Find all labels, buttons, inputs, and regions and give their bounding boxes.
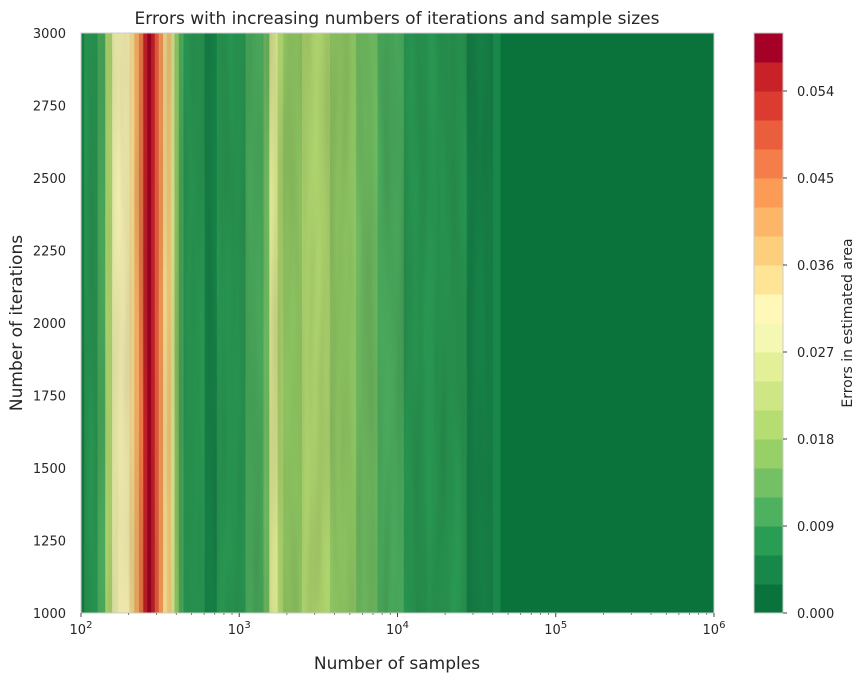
colorbar-swatch <box>754 120 783 150</box>
colorbar-tick-label: 0.054 <box>797 85 834 100</box>
x-tick-label: 102 <box>70 620 93 638</box>
colorbar-swatch <box>754 149 783 179</box>
colorbar: 0.000 0.009 0.018 0.027 0.036 0.045 0.054 <box>753 32 834 622</box>
colorbar-swatch <box>754 236 783 266</box>
x-axis: 102 103 104 105 106 <box>70 613 726 638</box>
y-axis-title: Number of iterations <box>7 235 27 411</box>
y-tick-label: 2750 <box>33 100 66 115</box>
heatmap-band <box>579 33 660 613</box>
y-tick-label: 2250 <box>33 245 66 260</box>
heatmap-band <box>478 33 489 613</box>
colorbar-swatch <box>754 178 783 208</box>
y-tick-label: 1500 <box>33 462 66 477</box>
colorbar-title: Errors in estimated area <box>840 238 856 407</box>
colorbar-swatch <box>754 497 783 527</box>
x-tick-label: 106 <box>703 620 726 638</box>
heatmap-texture <box>81 33 474 613</box>
x-tick-label: 103 <box>228 620 251 638</box>
x-tick-label: 104 <box>386 620 409 638</box>
colorbar-tick-label: 0.036 <box>797 259 834 274</box>
colorbar-swatch <box>754 294 783 324</box>
colorbar-tick-label: 0.000 <box>797 607 834 622</box>
plot-area <box>81 33 714 613</box>
colorbar-swatch <box>754 584 783 614</box>
x-tick-label: 105 <box>544 620 567 638</box>
heatmap-band <box>658 33 714 613</box>
y-axis: 1000 1250 1500 1750 2000 2250 2500 2750 3000 <box>33 27 66 622</box>
colorbar-swatch <box>754 468 783 498</box>
colorbar-swatch <box>754 33 783 63</box>
y-tick-label: 3000 <box>33 27 66 42</box>
colorbar-swatch <box>754 410 783 440</box>
colorbar-tick-label: 0.009 <box>797 520 834 535</box>
colorbar-swatch <box>754 352 783 382</box>
y-tick-label: 1000 <box>33 607 66 622</box>
y-tick-label: 2000 <box>33 317 66 332</box>
heatmap-band <box>488 33 502 613</box>
colorbar-swatch <box>754 207 783 237</box>
colorbar-tick-label: 0.018 <box>797 433 834 448</box>
colorbar-swatch <box>754 439 783 469</box>
y-tick-label: 2500 <box>33 172 66 187</box>
colorbar-swatch <box>754 526 783 556</box>
colorbar-swatch <box>754 62 783 92</box>
x-axis-title: Number of samples <box>314 654 480 674</box>
y-tick-label: 1750 <box>33 390 66 405</box>
heatmap-band <box>500 33 533 613</box>
colorbar-frame <box>753 32 784 614</box>
y-tick-label: 1250 <box>33 535 66 550</box>
colorbar-tick-label: 0.045 <box>797 172 834 187</box>
heatmap-band <box>531 33 581 613</box>
chart-title: Errors with increasing numbers of iterat… <box>135 9 660 29</box>
colorbar-swatch <box>754 265 783 295</box>
colorbar-tick-label: 0.027 <box>797 346 834 361</box>
colorbar-swatch <box>754 323 783 353</box>
colorbar-swatch <box>754 555 783 585</box>
colorbar-swatch <box>754 381 783 411</box>
colorbar-swatch <box>754 91 783 121</box>
